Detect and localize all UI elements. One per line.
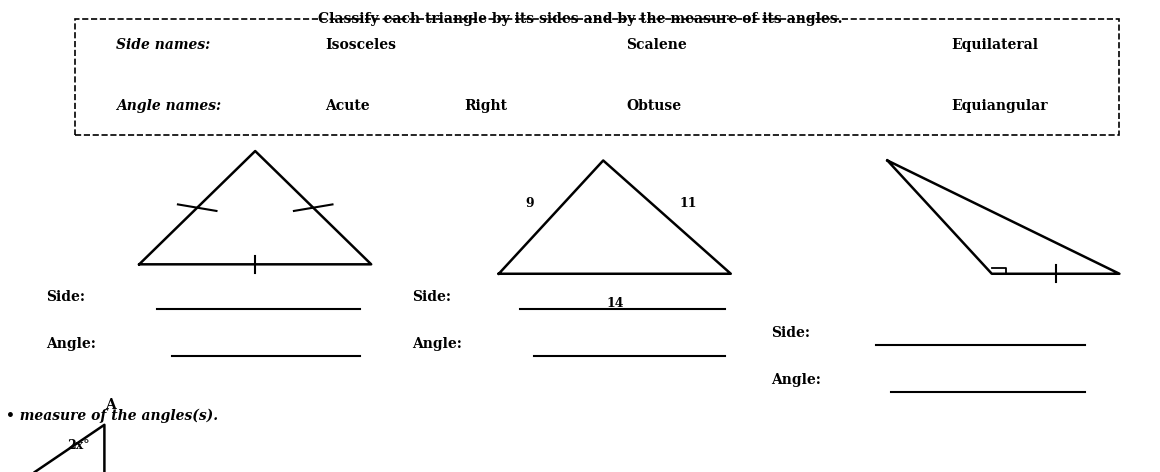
Text: Side:: Side: bbox=[771, 326, 811, 340]
Text: Side:: Side: bbox=[412, 290, 451, 304]
Text: Side:: Side: bbox=[46, 290, 86, 304]
Text: Right: Right bbox=[464, 99, 507, 113]
Text: Scalene: Scalene bbox=[626, 38, 687, 52]
Text: Isosceles: Isosceles bbox=[325, 38, 396, 52]
Text: A: A bbox=[104, 397, 116, 412]
Text: Equiangular: Equiangular bbox=[951, 99, 1047, 113]
Text: 9: 9 bbox=[525, 197, 535, 210]
Text: 2x°: 2x° bbox=[67, 439, 90, 452]
Text: Angle:: Angle: bbox=[46, 337, 96, 352]
Text: 14: 14 bbox=[606, 297, 624, 311]
Text: Angle:: Angle: bbox=[771, 373, 821, 387]
Text: Side names:: Side names: bbox=[116, 38, 210, 52]
Text: Acute: Acute bbox=[325, 99, 369, 113]
Text: 11: 11 bbox=[679, 197, 697, 210]
FancyBboxPatch shape bbox=[75, 19, 1119, 135]
Text: Angle names:: Angle names: bbox=[116, 99, 222, 113]
Text: Angle:: Angle: bbox=[412, 337, 462, 352]
Text: Obtuse: Obtuse bbox=[626, 99, 682, 113]
Text: Classify each triangle by its sides and by the measure of its angles.: Classify each triangle by its sides and … bbox=[318, 12, 842, 26]
Text: Equilateral: Equilateral bbox=[951, 38, 1038, 52]
Text: • measure of the angles(s).: • measure of the angles(s). bbox=[6, 408, 218, 422]
